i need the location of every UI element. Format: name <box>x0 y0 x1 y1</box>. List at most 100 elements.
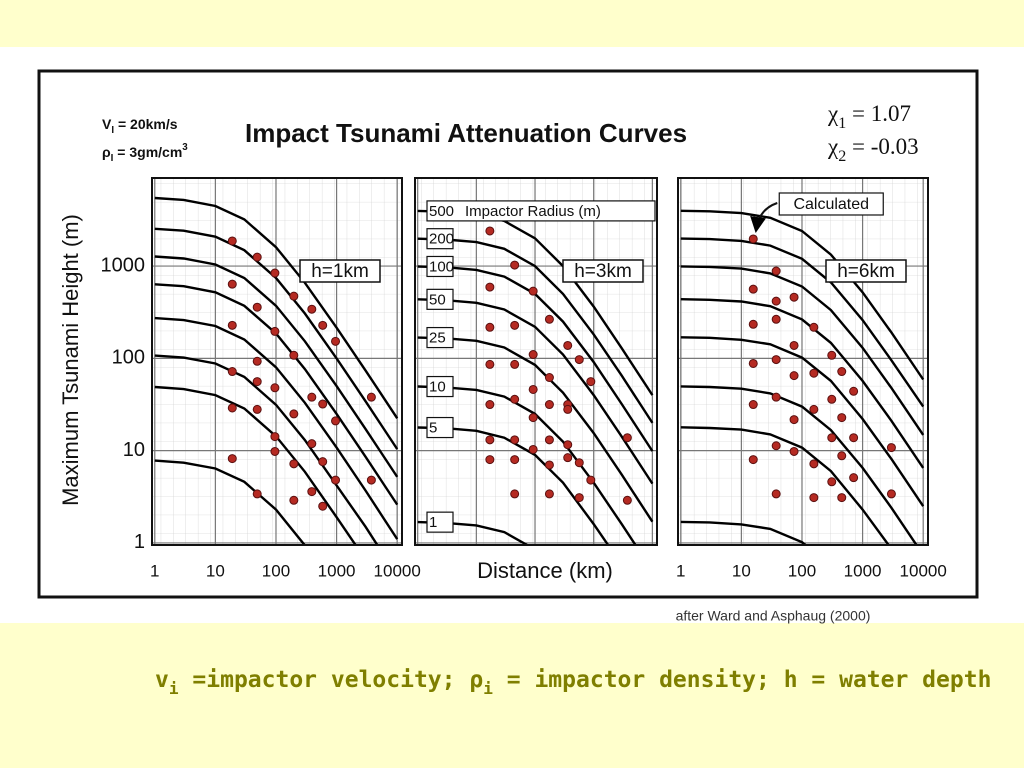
text-part: 1 <box>838 115 846 132</box>
plot <box>415 178 657 545</box>
y-axis-label: Maximum Tsunami Height (m) <box>58 214 83 506</box>
text-part: I <box>111 153 114 164</box>
series-label-box <box>426 511 454 533</box>
data-point <box>837 493 847 503</box>
data-point <box>563 404 573 414</box>
series-label-box <box>426 416 454 439</box>
data-point <box>510 435 520 445</box>
series-label-box <box>426 375 454 398</box>
data-point <box>252 404 262 414</box>
series-label: 100 <box>429 258 454 275</box>
curve <box>680 298 925 469</box>
data-point <box>544 314 554 324</box>
text-part: = 3gm/cm <box>113 144 182 160</box>
series-label: 50 <box>429 291 446 308</box>
data-point <box>544 435 554 445</box>
series-label-box <box>426 200 656 222</box>
text-part: = -0.03 <box>846 134 918 159</box>
data-point <box>544 400 554 410</box>
curve <box>154 459 307 545</box>
text-part: v <box>155 667 169 693</box>
data-point <box>827 350 837 360</box>
annotation-arrow <box>750 202 778 233</box>
plot-frame <box>677 177 929 546</box>
data-point <box>528 413 538 423</box>
panel-label-box <box>825 259 907 283</box>
curve <box>154 354 379 545</box>
data-point <box>528 350 538 360</box>
data-point <box>771 314 781 324</box>
data-point <box>510 260 520 270</box>
figure-frame <box>37 69 979 599</box>
x-axis-label: Distance (km) <box>477 558 613 583</box>
data-point <box>485 322 495 332</box>
x-tick-label: 10 <box>206 561 225 580</box>
data-point <box>574 458 584 468</box>
curve <box>417 237 654 424</box>
x-tick-label: 10000 <box>900 561 947 580</box>
curve <box>154 316 399 540</box>
footnote: vi =impactor velocity; ρi = impactor den… <box>155 667 991 699</box>
data-point <box>227 454 237 464</box>
curve <box>680 209 925 381</box>
data-point <box>849 433 859 443</box>
curve <box>417 336 654 523</box>
data-point <box>289 459 299 469</box>
data-point <box>809 404 819 414</box>
data-point <box>227 367 237 377</box>
data-point <box>252 356 262 366</box>
text-part: =impactor velocity; <box>179 667 470 693</box>
data-point <box>227 403 237 413</box>
parameter: ρI = 3gm/cm3 <box>102 142 188 164</box>
curve <box>154 227 399 450</box>
x-tick-label: 1000 <box>318 561 356 580</box>
curve <box>154 255 399 478</box>
data-point <box>771 355 781 365</box>
data-point <box>849 386 859 396</box>
data-point <box>510 320 520 330</box>
data-point <box>227 279 237 289</box>
data-point <box>485 400 495 410</box>
data-point <box>289 350 299 360</box>
text-part: i <box>483 679 493 698</box>
annotation-box <box>778 192 884 216</box>
data-point <box>771 441 781 451</box>
data-point <box>827 394 837 404</box>
data-point <box>307 487 317 497</box>
data-point <box>307 439 317 449</box>
series-label: 500 <box>429 203 454 220</box>
curve <box>680 265 925 436</box>
series-label-box <box>426 288 454 310</box>
data-point <box>510 489 520 499</box>
data-point <box>789 371 799 381</box>
data-point <box>318 399 328 409</box>
data-point <box>270 268 280 278</box>
parameter: VI = 20km/s <box>102 116 178 136</box>
series-label-box <box>426 255 454 278</box>
data-point <box>837 451 847 461</box>
data-point <box>331 336 341 346</box>
curve <box>680 336 925 507</box>
text-part: ρ <box>469 667 483 693</box>
data-point <box>544 489 554 499</box>
data-point <box>544 460 554 470</box>
data-point <box>622 495 632 505</box>
data-point <box>563 440 573 450</box>
text-part: = impactor density; h = water depth <box>493 667 992 693</box>
plot <box>678 178 928 545</box>
series-label: 10 <box>429 379 446 396</box>
curve <box>154 196 399 419</box>
x-tick-label: 100 <box>262 561 290 580</box>
data-point <box>748 234 758 244</box>
data-point <box>563 453 573 463</box>
data-point <box>789 340 799 350</box>
series-label: 1 <box>429 514 437 531</box>
data-point <box>528 384 538 394</box>
text-part: V <box>102 116 112 132</box>
text-part: 3 <box>182 142 188 153</box>
y-tick-label: 1000 <box>101 254 146 276</box>
text-part: = 20km/s <box>114 116 178 132</box>
data-point <box>771 489 781 499</box>
